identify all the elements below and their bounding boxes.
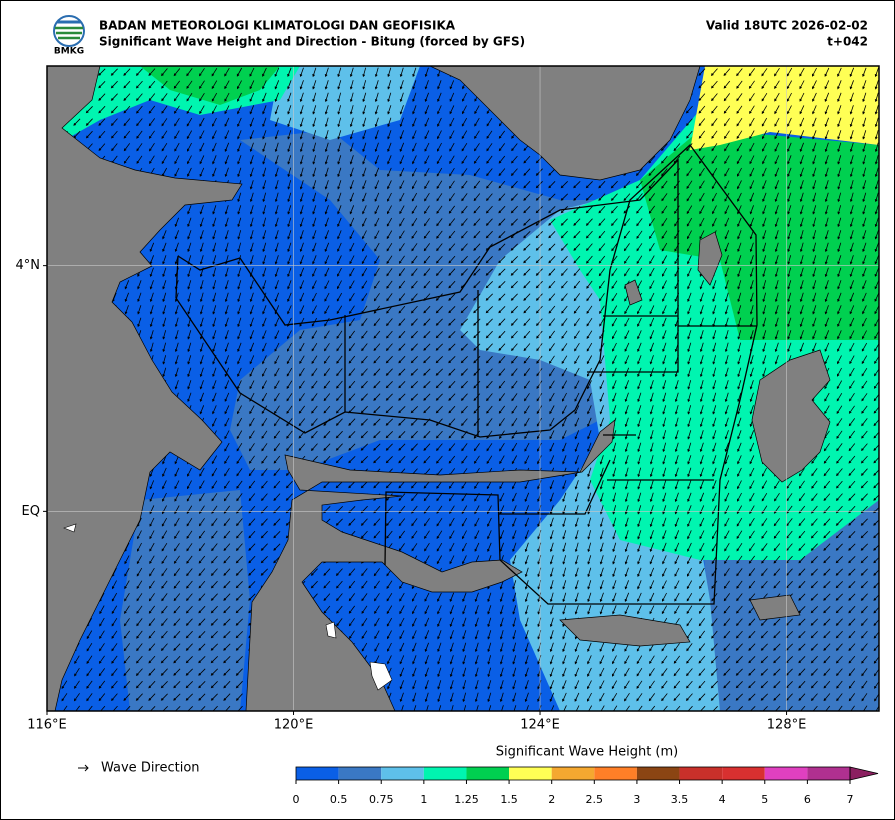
colorbar-tick-label: 4 — [719, 793, 726, 806]
lon-tick-label: 116°E — [27, 718, 67, 733]
colorbar-segment — [466, 767, 510, 780]
lon-tick-label: 120°E — [274, 718, 314, 733]
wave-band — [230, 130, 640, 470]
landmass — [245, 419, 616, 711]
landmass — [63, 523, 77, 533]
map — [47, 66, 879, 711]
colorbar-segment — [296, 767, 339, 780]
colorbar-segment — [679, 767, 723, 780]
axis-labels: 116°E 120°E 124°E 128°E 4°N EQ — [16, 258, 807, 732]
colorbar-tick-label: 7 — [847, 793, 854, 806]
lat-tick-label: 4°N — [16, 258, 41, 273]
lead-time: t+042 — [827, 35, 868, 49]
title: Significant Wave Height and Direction - … — [99, 35, 525, 49]
landmass — [624, 279, 643, 306]
colorbar-tick-label: 1 — [420, 793, 427, 806]
landmass — [697, 231, 723, 286]
colorbar-segment — [807, 767, 850, 780]
colorbar-segment — [509, 767, 552, 780]
graticule — [47, 66, 879, 711]
colorbar-tick-label: 6 — [804, 793, 811, 806]
valid-time: Valid 18UTC 2026-02-02 — [706, 19, 868, 33]
colorbar-tick-label: 1.25 — [454, 793, 479, 806]
colorbar-segment — [423, 767, 467, 780]
wave-band — [140, 66, 280, 105]
colorbar-title: Significant Wave Height (m) — [496, 745, 678, 760]
colorbar-tick-label: 0.75 — [369, 793, 394, 806]
colorbar-tick-label: 5 — [761, 793, 768, 806]
legend-label: Wave Direction — [101, 761, 200, 776]
landmass — [559, 614, 691, 647]
lon-tick-label: 128°E — [767, 718, 807, 733]
agency: BADAN METEOROLOGI KLIMATOLOGI DAN GEOFIS… — [99, 19, 456, 33]
wave-band — [640, 130, 879, 340]
colorbar-segment — [551, 767, 595, 780]
lat-tick-label: EQ — [22, 504, 40, 519]
landmass — [429, 66, 701, 181]
landmass — [47, 66, 243, 711]
map-frame — [46, 65, 880, 712]
landmass — [325, 621, 337, 639]
colorbar-tick-label: 2 — [548, 793, 555, 806]
logo: BMKG — [53, 15, 85, 57]
land — [47, 66, 831, 711]
lon-tick-label: 124°E — [520, 718, 560, 733]
colorbar-tick-label: 0 — [293, 793, 300, 806]
colorbar-frame — [295, 766, 851, 781]
colorbar-tick-label: 1.5 — [500, 793, 518, 806]
wave-band — [120, 490, 250, 711]
small-islands — [63, 523, 393, 691]
landmass — [369, 661, 393, 691]
landmass — [751, 349, 831, 483]
colorbar-tick-label: 0.5 — [330, 793, 348, 806]
colorbar-segment — [764, 767, 808, 780]
landmass — [749, 594, 801, 621]
legend: Wave Direction — [78, 761, 200, 776]
logo-text: BMKG — [54, 47, 84, 57]
colorbar-tick-label: 2.5 — [586, 793, 604, 806]
forecast-zones — [175, 144, 758, 605]
colorbar-segment — [338, 767, 382, 780]
colorbar-segment — [722, 767, 765, 780]
wave-band — [270, 66, 420, 140]
colorbar-segment — [636, 767, 680, 780]
legend-arrow — [78, 764, 89, 772]
colorbar-tick-label: 3.5 — [671, 793, 689, 806]
colorbar-tick-label: 3 — [633, 793, 640, 806]
colorbar-segment — [594, 767, 637, 780]
colorbar: 0 0.5 0.75 1 1.25 1.5 2 2.5 3 3.5 4 5 6 7 — [293, 766, 879, 806]
colorbar-segment — [381, 767, 424, 780]
